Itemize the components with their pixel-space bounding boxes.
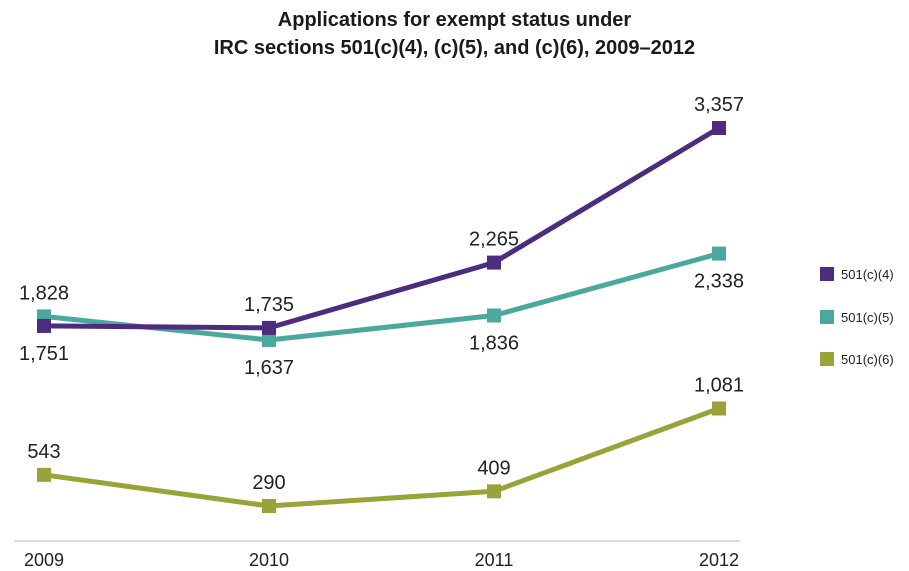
data-point-marker [712,246,726,261]
data-point-marker [487,255,501,270]
x-tick-label: 2012 [699,550,739,570]
chart-title-line-1: Applications for exempt status under [277,9,632,31]
data-label: 2,265 [469,229,519,251]
legend-label: 501(c)(4) [841,267,894,282]
data-point-marker [487,484,501,499]
data-label: 290 [252,472,285,494]
data-point-marker [712,121,726,135]
series-line [43,406,720,509]
legend-swatch [820,267,834,281]
data-point-marker [262,332,276,347]
data-label: 1,081 [694,375,744,397]
data-label: 543 [27,441,60,463]
data-point-marker [262,499,276,513]
data-label: 3,357 [694,94,744,116]
data-label: 1,637 [244,357,294,379]
data-label: 1,751 [19,343,69,365]
data-point-marker [712,401,726,416]
data-label: 2,338 [694,271,744,293]
data-label: 409 [477,457,510,479]
data-point-marker [487,308,501,323]
legend-label: 501(c)(5) [841,310,894,325]
data-point-marker [37,467,51,482]
data-label: 1,836 [469,333,519,355]
x-tick-label: 2011 [475,550,514,570]
data-point-marker [37,318,51,333]
x-tick-label: 2010 [249,550,289,570]
series-line [43,125,721,331]
legend-label: 501(c)(6) [841,352,894,367]
data-label: 1,828 [19,282,69,304]
chart-title: Applications for exempt status under IRC… [0,6,909,62]
legend-swatch [820,352,834,366]
data-point-marker [262,320,276,335]
x-tick-label: 2009 [24,550,64,570]
data-label: 1,735 [244,294,294,316]
chart-title-line-2: IRC sections 501(c)(4), (c)(5), and (c)(… [213,37,696,59]
legend-swatch [820,310,834,324]
